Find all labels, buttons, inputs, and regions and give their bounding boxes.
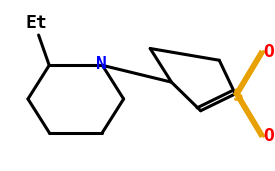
Text: Et: Et (25, 14, 47, 32)
Text: N: N (96, 55, 106, 73)
Text: O: O (263, 43, 274, 61)
Text: O: O (263, 127, 274, 145)
Text: S: S (232, 87, 243, 105)
